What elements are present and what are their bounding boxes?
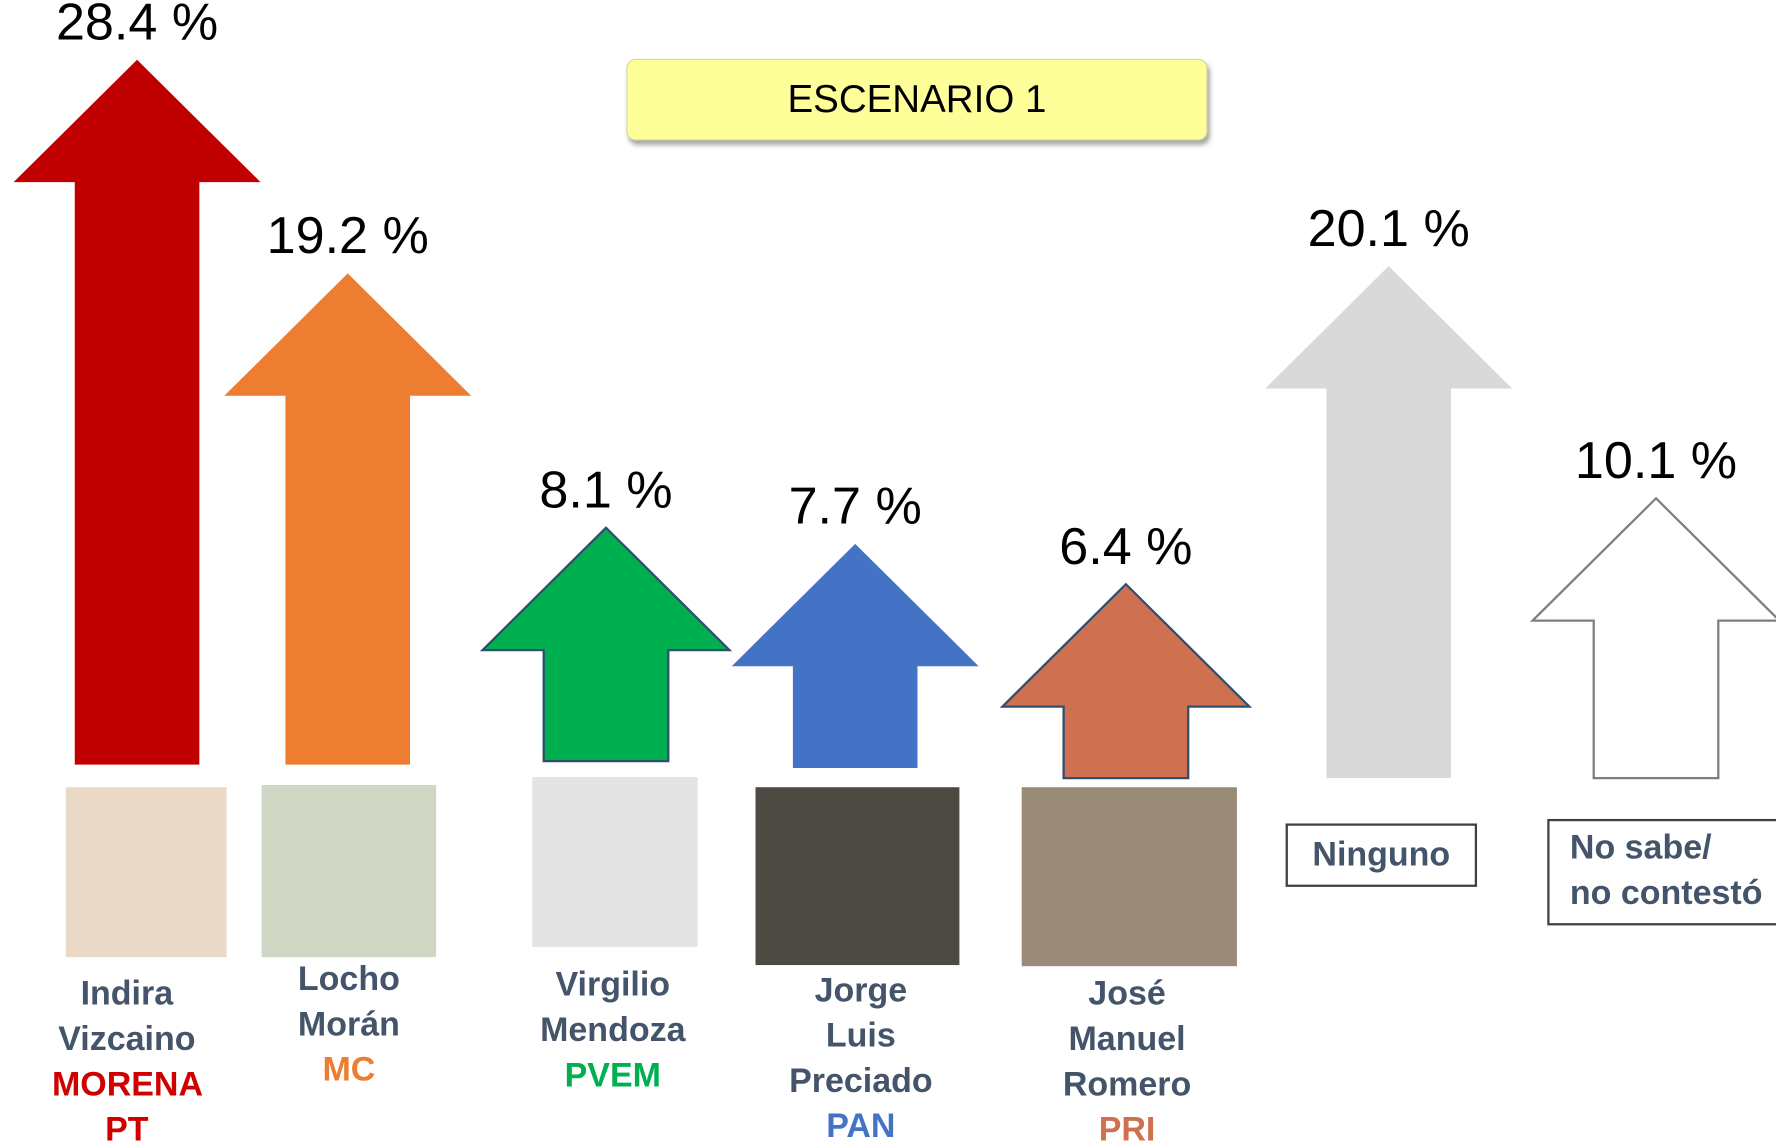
photo — [261, 784, 437, 958]
photo — [65, 787, 227, 958]
candidate: José Manuel Romero PRI — [1063, 972, 1191, 1142]
candidate: Locho Morán MC — [298, 957, 400, 1093]
value-label: 20.1 % — [1308, 200, 1470, 258]
candidate: Virgilio Mendoza PVEM — [540, 963, 685, 1099]
candidate-name: Indira Vizcaino — [58, 975, 196, 1058]
party-name: PVEM — [564, 1056, 661, 1095]
arrow — [1529, 496, 1776, 780]
arrow — [13, 59, 261, 765]
category-box: No sabe/ no contestó — [1547, 818, 1776, 926]
candidate-name: Jorge Luis Preciado — [789, 971, 933, 1100]
arrow — [479, 526, 733, 763]
value-label: 6.4 % — [1059, 518, 1192, 576]
value-label: 10.1 % — [1575, 432, 1737, 490]
value-label: 28.4 % — [56, 0, 218, 52]
arrow — [999, 582, 1253, 780]
candidate-name: Virgilio Mendoza — [540, 966, 686, 1049]
value-label: 7.7 % — [789, 478, 922, 536]
chart-title: ESCENARIO 1 — [626, 58, 1208, 141]
party-name: PRI — [1098, 1111, 1156, 1142]
party-name: MC — [322, 1051, 376, 1089]
arrow — [1265, 266, 1513, 779]
value-label: 8.1 % — [539, 462, 672, 520]
candidate-name: Locho Morán — [297, 960, 400, 1044]
arrow — [224, 273, 472, 765]
candidate: Jorge Luis Preciado PAN — [789, 968, 933, 1142]
candidate: Indira Vizcaino MORENA PT — [51, 972, 204, 1142]
party-name: PAN — [826, 1107, 896, 1142]
value-label: 19.2 % — [267, 207, 429, 265]
photo — [755, 787, 960, 966]
category-box: Ninguno — [1285, 823, 1478, 887]
candidate-name: José Manuel Romero — [1062, 975, 1192, 1104]
photo — [532, 777, 698, 947]
party-name: MORENA PT — [51, 1065, 204, 1142]
photo — [1021, 787, 1237, 967]
arrow — [731, 543, 979, 768]
